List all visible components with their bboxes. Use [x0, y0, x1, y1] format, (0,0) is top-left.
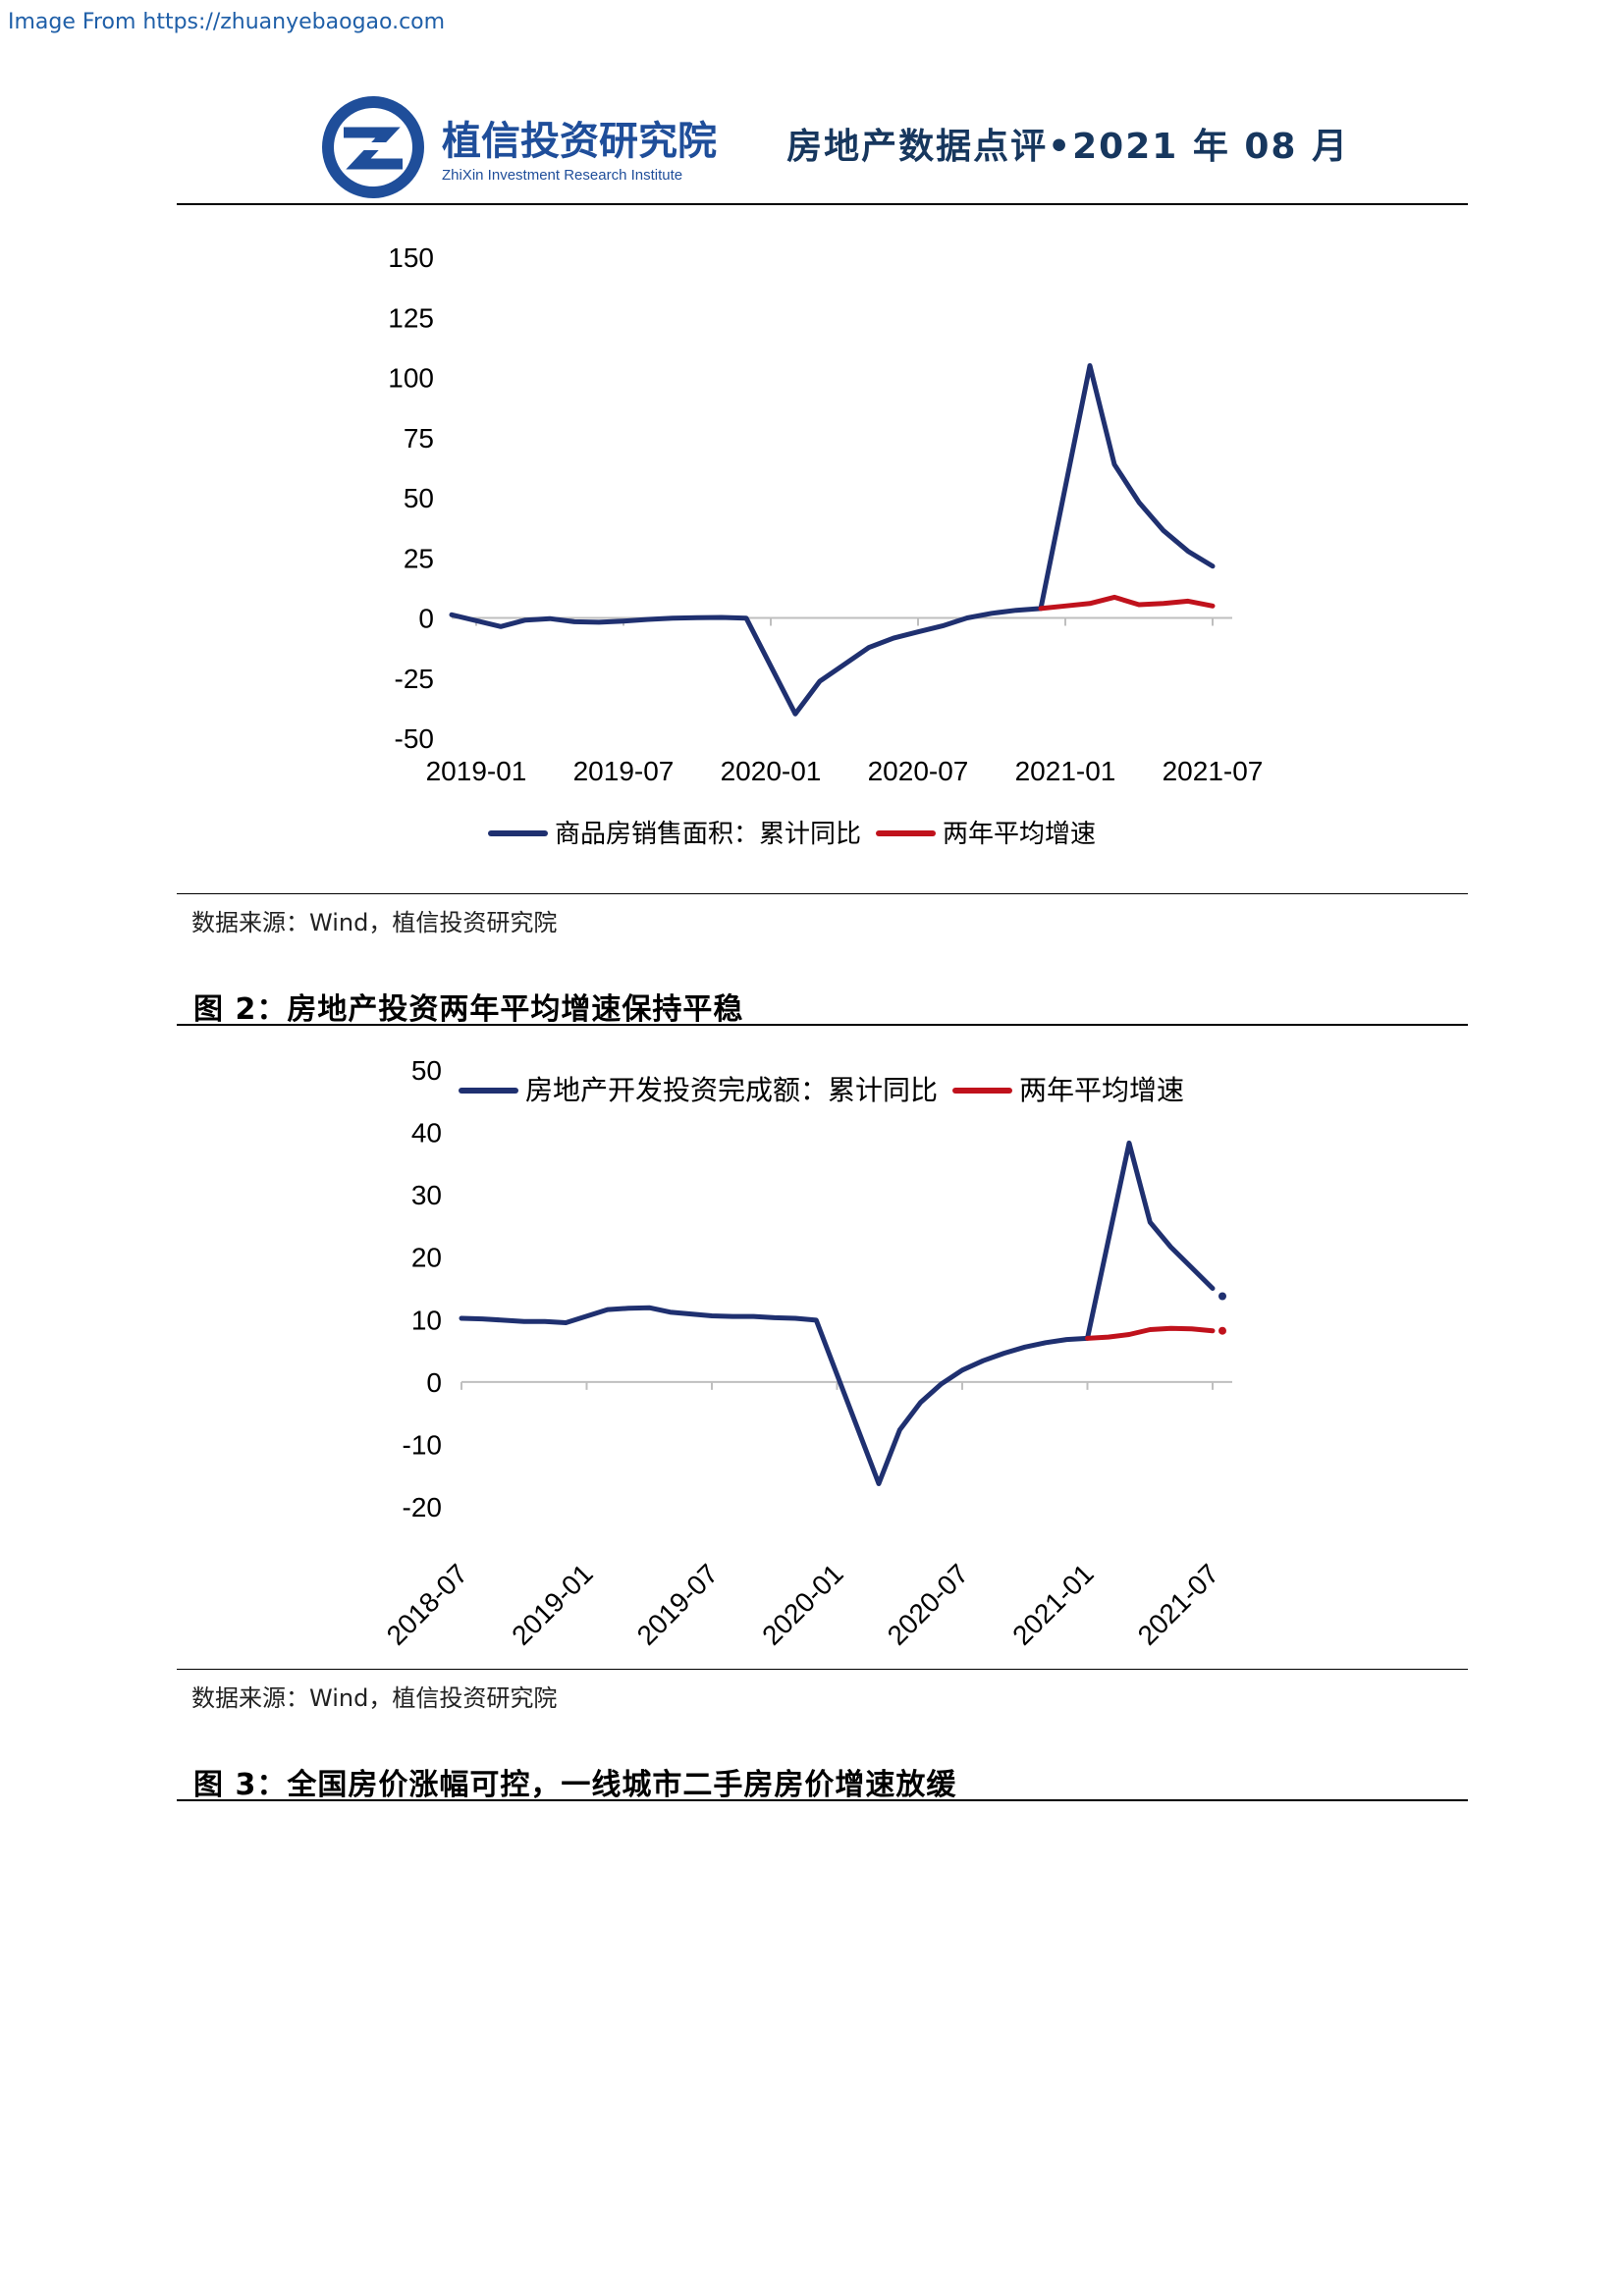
x-tick-label: 2021-01: [1006, 1558, 1100, 1651]
legend-label: 商品房销售面积：累计同比: [555, 819, 861, 848]
figure3-title-rule: [177, 1799, 1468, 1801]
y-tick-label: -10: [403, 1429, 442, 1460]
header-rule: [177, 203, 1468, 205]
watermark-text: Image From https://zhuanyebaogao.com: [8, 10, 446, 34]
y-tick-label: 0: [418, 604, 434, 634]
x-tick-label: 2020-07: [882, 1558, 975, 1651]
series-line-1: [1038, 594, 1216, 612]
y-tick-label: 0: [426, 1367, 442, 1398]
figure3-title: 图 3：全国房价涨幅可控，一线城市二手房房价增速放缓: [193, 1768, 957, 1802]
series-line-1: [1085, 1325, 1216, 1341]
y-tick-label: 10: [411, 1305, 442, 1335]
x-tick-label: 2019-07: [631, 1558, 725, 1651]
legend-label: 两年平均增速: [943, 819, 1096, 848]
series-end-dot: [1218, 1292, 1226, 1301]
legend-label: 两年平均增速: [1019, 1075, 1184, 1105]
x-tick-label: 2021-01: [1015, 756, 1116, 786]
logo: 植信投资研究院 ZhiXin Investment Research Insti…: [319, 93, 751, 201]
series-line-0: [449, 363, 1216, 717]
x-tick-label: 2019-07: [573, 756, 675, 786]
y-tick-label: 40: [411, 1118, 442, 1148]
x-tick-label: 2019-01: [426, 756, 527, 786]
x-tick-label: 2021-07: [1163, 756, 1264, 786]
chart1-source-note: 数据来源：Wind，植信投资研究院: [191, 909, 558, 936]
series-end-dot: [1218, 1326, 1226, 1335]
report-header-title: 房地产数据点评•2021 年 08 月: [786, 127, 1349, 167]
y-tick-label: 50: [411, 1055, 442, 1086]
series-line-0: [459, 1140, 1216, 1486]
chart2-bottom-rule: [177, 1669, 1468, 1670]
logo-cn-text: 植信投资研究院: [442, 120, 717, 163]
investment-chart: 50 40 30 20 10 0 -10 -20 2018-07 2019-01 2019-07 20…: [381, 1055, 1232, 1651]
y-tick-label: 50: [404, 483, 434, 513]
zhixin-logo-icon: 植信投资研究院 ZhiXin Investment Research Insti…: [322, 96, 717, 198]
x-tick-label: 2021-07: [1132, 1558, 1225, 1651]
x-tick-label: 2020-01: [756, 1558, 849, 1651]
y-tick-label: 100: [388, 363, 434, 394]
x-tick-label: 2020-01: [721, 756, 822, 786]
y-tick-label: -25: [395, 664, 434, 694]
logo-en-text: ZhiXin Investment Research Institute: [442, 167, 682, 184]
y-tick-label: -50: [395, 723, 434, 754]
legend-label: 房地产开发投资完成额：累计同比: [525, 1075, 938, 1105]
y-tick-label: 75: [404, 423, 434, 454]
y-tick-label: 25: [404, 543, 434, 573]
y-tick-label: 20: [411, 1243, 442, 1273]
x-tick-label: 2020-07: [868, 756, 969, 786]
y-tick-label: -20: [403, 1492, 442, 1522]
y-tick-label: 30: [411, 1180, 442, 1210]
figure2-title-rule: [177, 1024, 1468, 1026]
chart1-bottom-rule: [177, 893, 1468, 894]
figure2-title: 图 2：房地产投资两年平均增速保持平稳: [193, 992, 744, 1027]
y-tick-label: 125: [388, 302, 434, 333]
chart2-source-note: 数据来源：Wind，植信投资研究院: [191, 1684, 558, 1712]
x-tick-label: 2019-01: [506, 1558, 599, 1651]
x-tick-label: 2018-07: [381, 1558, 474, 1651]
y-tick-label: 150: [388, 242, 434, 273]
